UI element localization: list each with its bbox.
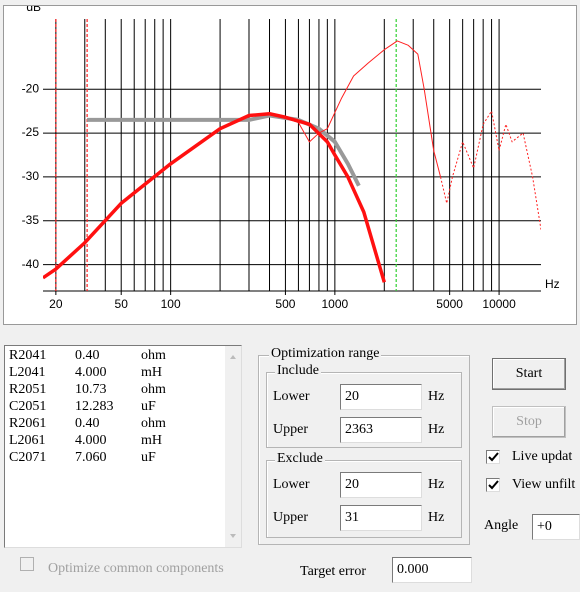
checkbox-label[interactable]: View unfilt (512, 477, 576, 492)
component-name: C2051 (9, 399, 47, 414)
unit: Hz (428, 477, 445, 492)
y-tick-label: -25 (22, 125, 40, 139)
checkbox (20, 557, 34, 571)
exclude-group: Exclude (266, 451, 462, 538)
component-value: 0.40 (75, 416, 100, 431)
component-name: C2071 (9, 450, 47, 465)
check-mark (488, 480, 499, 490)
optimization-group: Optimization range (258, 346, 470, 545)
checkbox-label: Optimize common components (48, 561, 224, 576)
label: Angle (484, 518, 519, 533)
component-unit: mH (141, 365, 162, 380)
scroll-arrows (230, 355, 236, 538)
component-list[interactable]: R2041 0.40 ohm L2041 4.000 mH R2051 10.73 ohm C20… (4, 345, 242, 548)
unit: Hz (428, 510, 445, 525)
x-tick-label: 50 (115, 297, 129, 311)
start-button[interactable]: Start (492, 358, 566, 390)
x-tick-label: 1000 (322, 297, 349, 311)
curve (43, 112, 386, 283)
y-tick-label: -40 (22, 257, 40, 271)
component-name: R2051 (9, 382, 47, 397)
x-axis-label: Hz (545, 277, 560, 291)
component-unit: ohm (141, 348, 166, 363)
checkbox[interactable] (486, 478, 500, 492)
text-input[interactable]: 0.000 (392, 557, 472, 583)
x-tick-label: 100 (161, 297, 181, 311)
include-group: Include (266, 363, 462, 448)
chart: -20 -25 -30 -35 -40 20 50 100 500 1000 5000 10000 Hz… (22, 0, 560, 311)
group-title: Exclude (275, 451, 325, 467)
label: Lower (273, 477, 310, 492)
y-tick-label: -35 (22, 213, 40, 227)
check-mark (488, 452, 499, 462)
x-tick-label: 10000 (482, 297, 516, 311)
curve (285, 40, 442, 178)
chart-frame: -20 -25 -30 -35 -40 20 50 100 500 1000 5000 10000 Hz… (3, 0, 577, 325)
group-title: Optimization range (269, 346, 382, 362)
checkbox-label[interactable]: Live updat (512, 449, 573, 464)
text-input[interactable]: 20 (340, 472, 422, 498)
label: Upper (273, 422, 308, 437)
component-value: 4.000 (75, 433, 107, 448)
scrollbar[interactable] (225, 346, 241, 547)
component-unit: ohm (141, 382, 166, 397)
y-tick-label: -30 (22, 169, 40, 183)
component-value: 4.000 (75, 365, 107, 380)
y-axis-label: dB (26, 6, 41, 14)
x-tick-label: 500 (275, 297, 295, 311)
component-value: 7.060 (75, 450, 107, 465)
plot-clip-group (43, 40, 541, 283)
checkbox[interactable] (486, 450, 500, 464)
unit: Hz (428, 422, 445, 437)
y-tick-label: -20 (22, 81, 40, 95)
angle-select[interactable]: +0 (532, 514, 580, 540)
component-value: 12.283 (75, 399, 114, 414)
component-unit: mH (141, 433, 162, 448)
label: Lower (273, 389, 310, 404)
component-unit: ohm (141, 416, 166, 431)
stop-button: Stop (492, 406, 566, 438)
component-unit: uF (141, 399, 156, 414)
component-name: L2041 (9, 365, 46, 380)
label: Upper (273, 510, 308, 525)
component-name: L2061 (9, 433, 46, 448)
check-stroke (488, 480, 499, 490)
text-input[interactable]: 2363 (340, 417, 422, 443)
label: Target error (300, 564, 367, 579)
component-value: 0.40 (75, 348, 100, 363)
x-tick-label: 20 (49, 297, 63, 311)
x-tick-label: 5000 (436, 297, 463, 311)
component-name: R2041 (9, 348, 47, 363)
check-stroke (488, 452, 499, 462)
curve (440, 110, 541, 230)
group-title: Include (275, 363, 321, 379)
component-unit: uF (141, 450, 156, 465)
unit: Hz (428, 389, 445, 404)
text-input[interactable]: 31 (340, 505, 422, 531)
component-name: R2061 (9, 416, 47, 431)
component-value: 10.73 (75, 382, 107, 397)
text-input[interactable]: 20 (340, 384, 422, 410)
